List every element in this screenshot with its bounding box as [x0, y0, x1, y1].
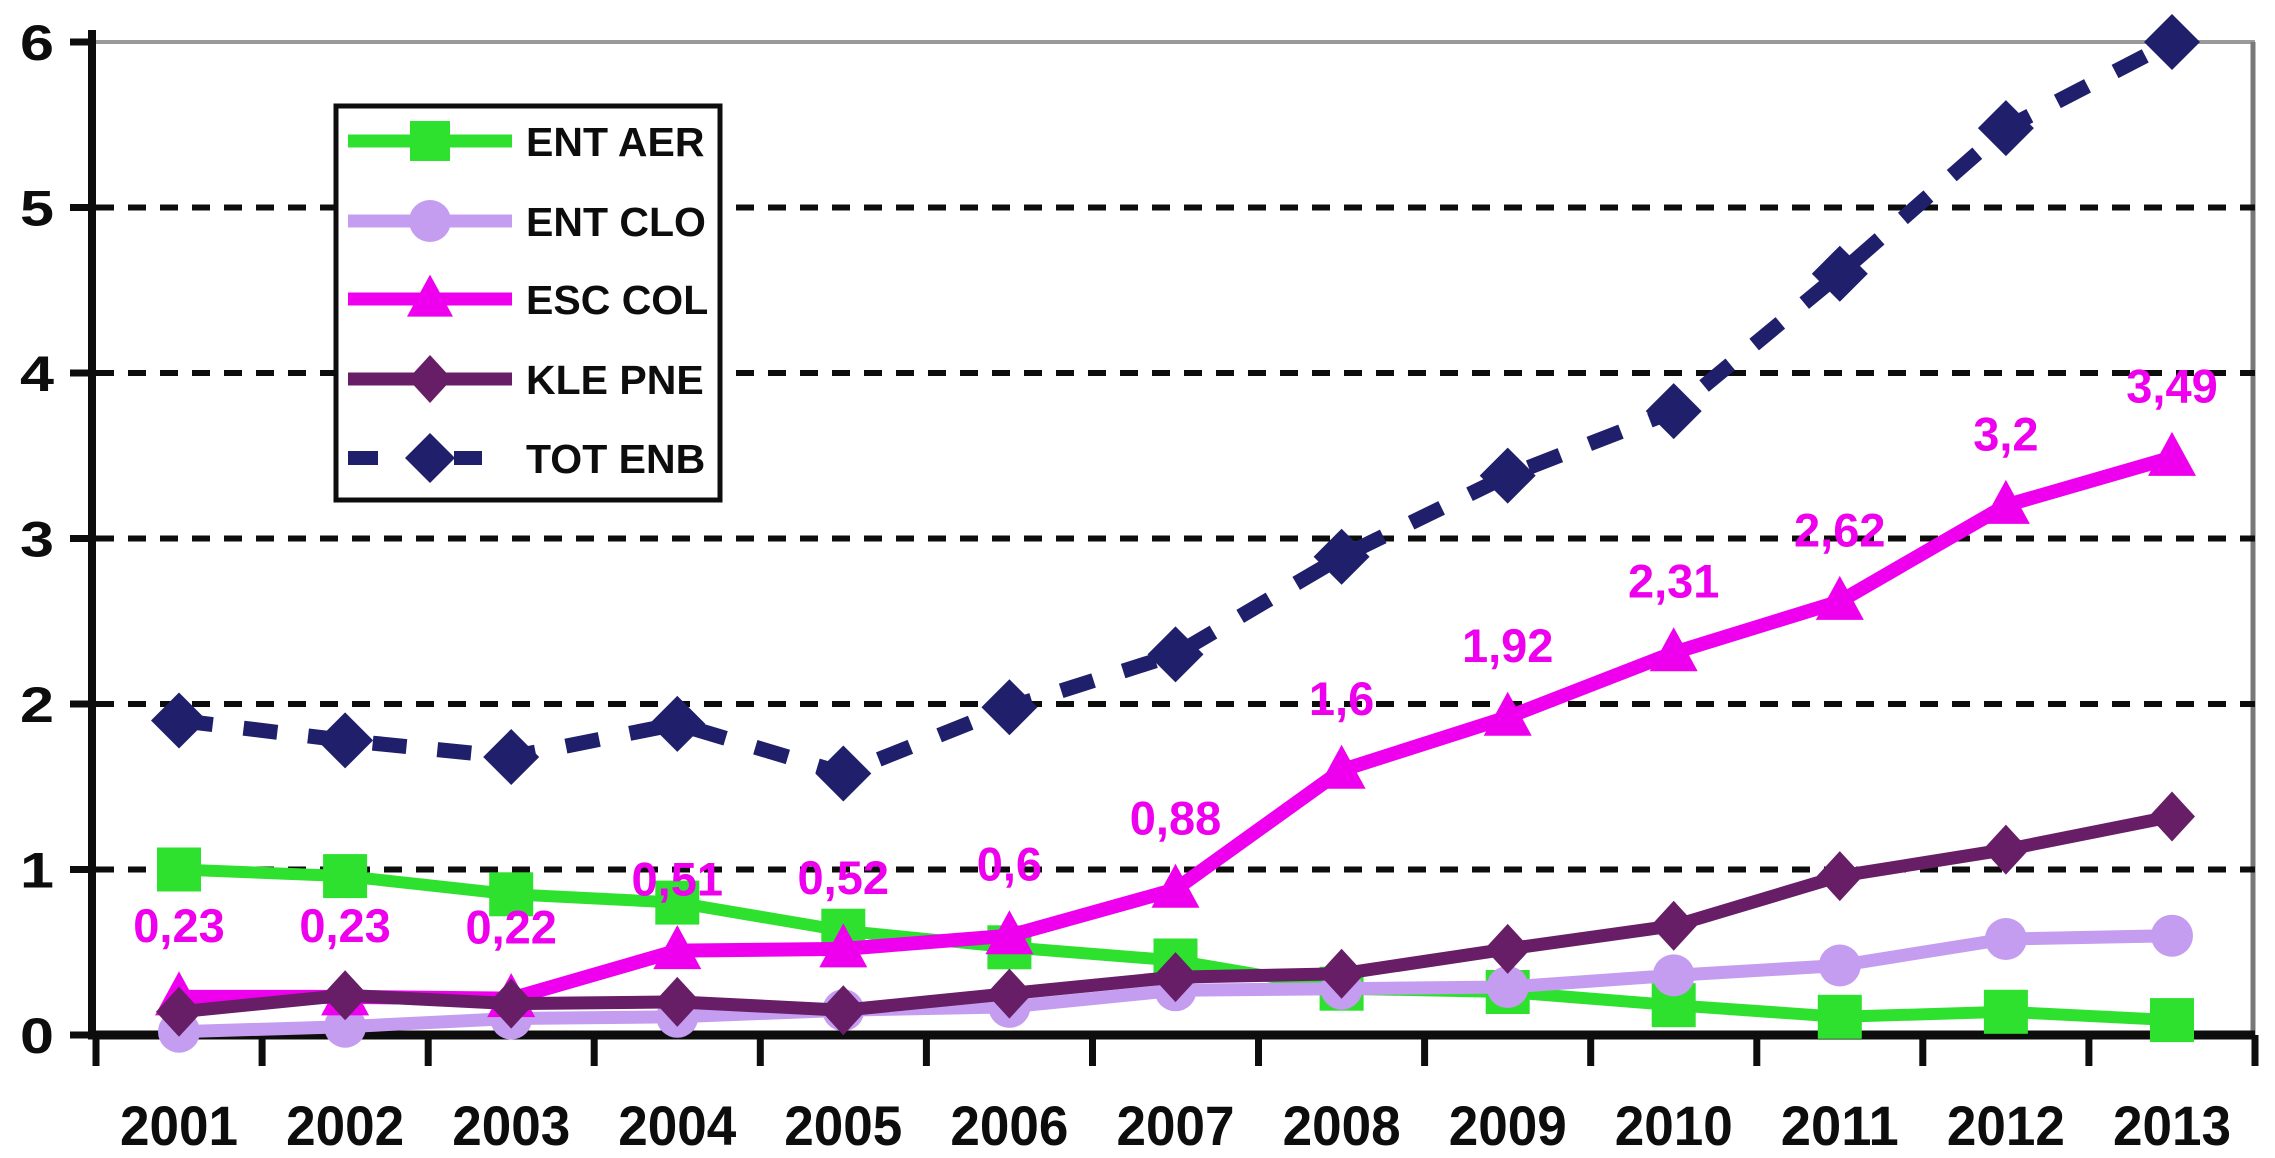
- svg-text:0,22: 0,22: [465, 901, 556, 954]
- svg-text:2004: 2004: [618, 1094, 736, 1153]
- svg-text:2009: 2009: [1449, 1094, 1567, 1153]
- svg-text:ENT CLO: ENT CLO: [526, 199, 706, 245]
- svg-text:2002: 2002: [286, 1094, 404, 1153]
- svg-text:2012: 2012: [1947, 1094, 2065, 1153]
- svg-text:3: 3: [20, 512, 54, 568]
- svg-text:2013: 2013: [2113, 1094, 2231, 1153]
- svg-text:ESC COL: ESC COL: [526, 277, 708, 323]
- svg-text:0: 0: [20, 1008, 54, 1064]
- svg-text:0,23: 0,23: [133, 899, 224, 952]
- svg-text:2003: 2003: [452, 1094, 570, 1153]
- svg-text:1: 1: [20, 843, 54, 899]
- svg-text:0,88: 0,88: [1130, 791, 1221, 844]
- svg-text:2010: 2010: [1615, 1094, 1733, 1153]
- svg-text:1,6: 1,6: [1309, 672, 1374, 725]
- svg-text:2005: 2005: [784, 1094, 902, 1153]
- svg-text:TOT ENB: TOT ENB: [526, 436, 705, 482]
- svg-text:2,31: 2,31: [1628, 555, 1719, 608]
- svg-text:5: 5: [20, 181, 54, 237]
- svg-text:2007: 2007: [1117, 1094, 1235, 1153]
- svg-text:2001: 2001: [120, 1094, 238, 1153]
- svg-text:ENT AER: ENT AER: [526, 119, 704, 165]
- svg-text:3,49: 3,49: [2126, 359, 2217, 412]
- svg-text:0,6: 0,6: [977, 838, 1042, 891]
- svg-text:3,2: 3,2: [1973, 407, 2038, 460]
- svg-text:2011: 2011: [1781, 1094, 1899, 1153]
- svg-text:2006: 2006: [950, 1094, 1068, 1153]
- svg-text:2008: 2008: [1283, 1094, 1401, 1153]
- svg-text:2: 2: [20, 677, 54, 733]
- svg-text:0,52: 0,52: [798, 851, 889, 904]
- svg-text:1,92: 1,92: [1462, 619, 1553, 672]
- svg-text:4: 4: [20, 346, 54, 402]
- svg-text:0,23: 0,23: [299, 899, 390, 952]
- svg-text:KLE PNE: KLE PNE: [526, 357, 704, 403]
- svg-text:2,62: 2,62: [1794, 503, 1885, 556]
- svg-text:6: 6: [20, 15, 54, 71]
- svg-text:0,51: 0,51: [632, 853, 723, 906]
